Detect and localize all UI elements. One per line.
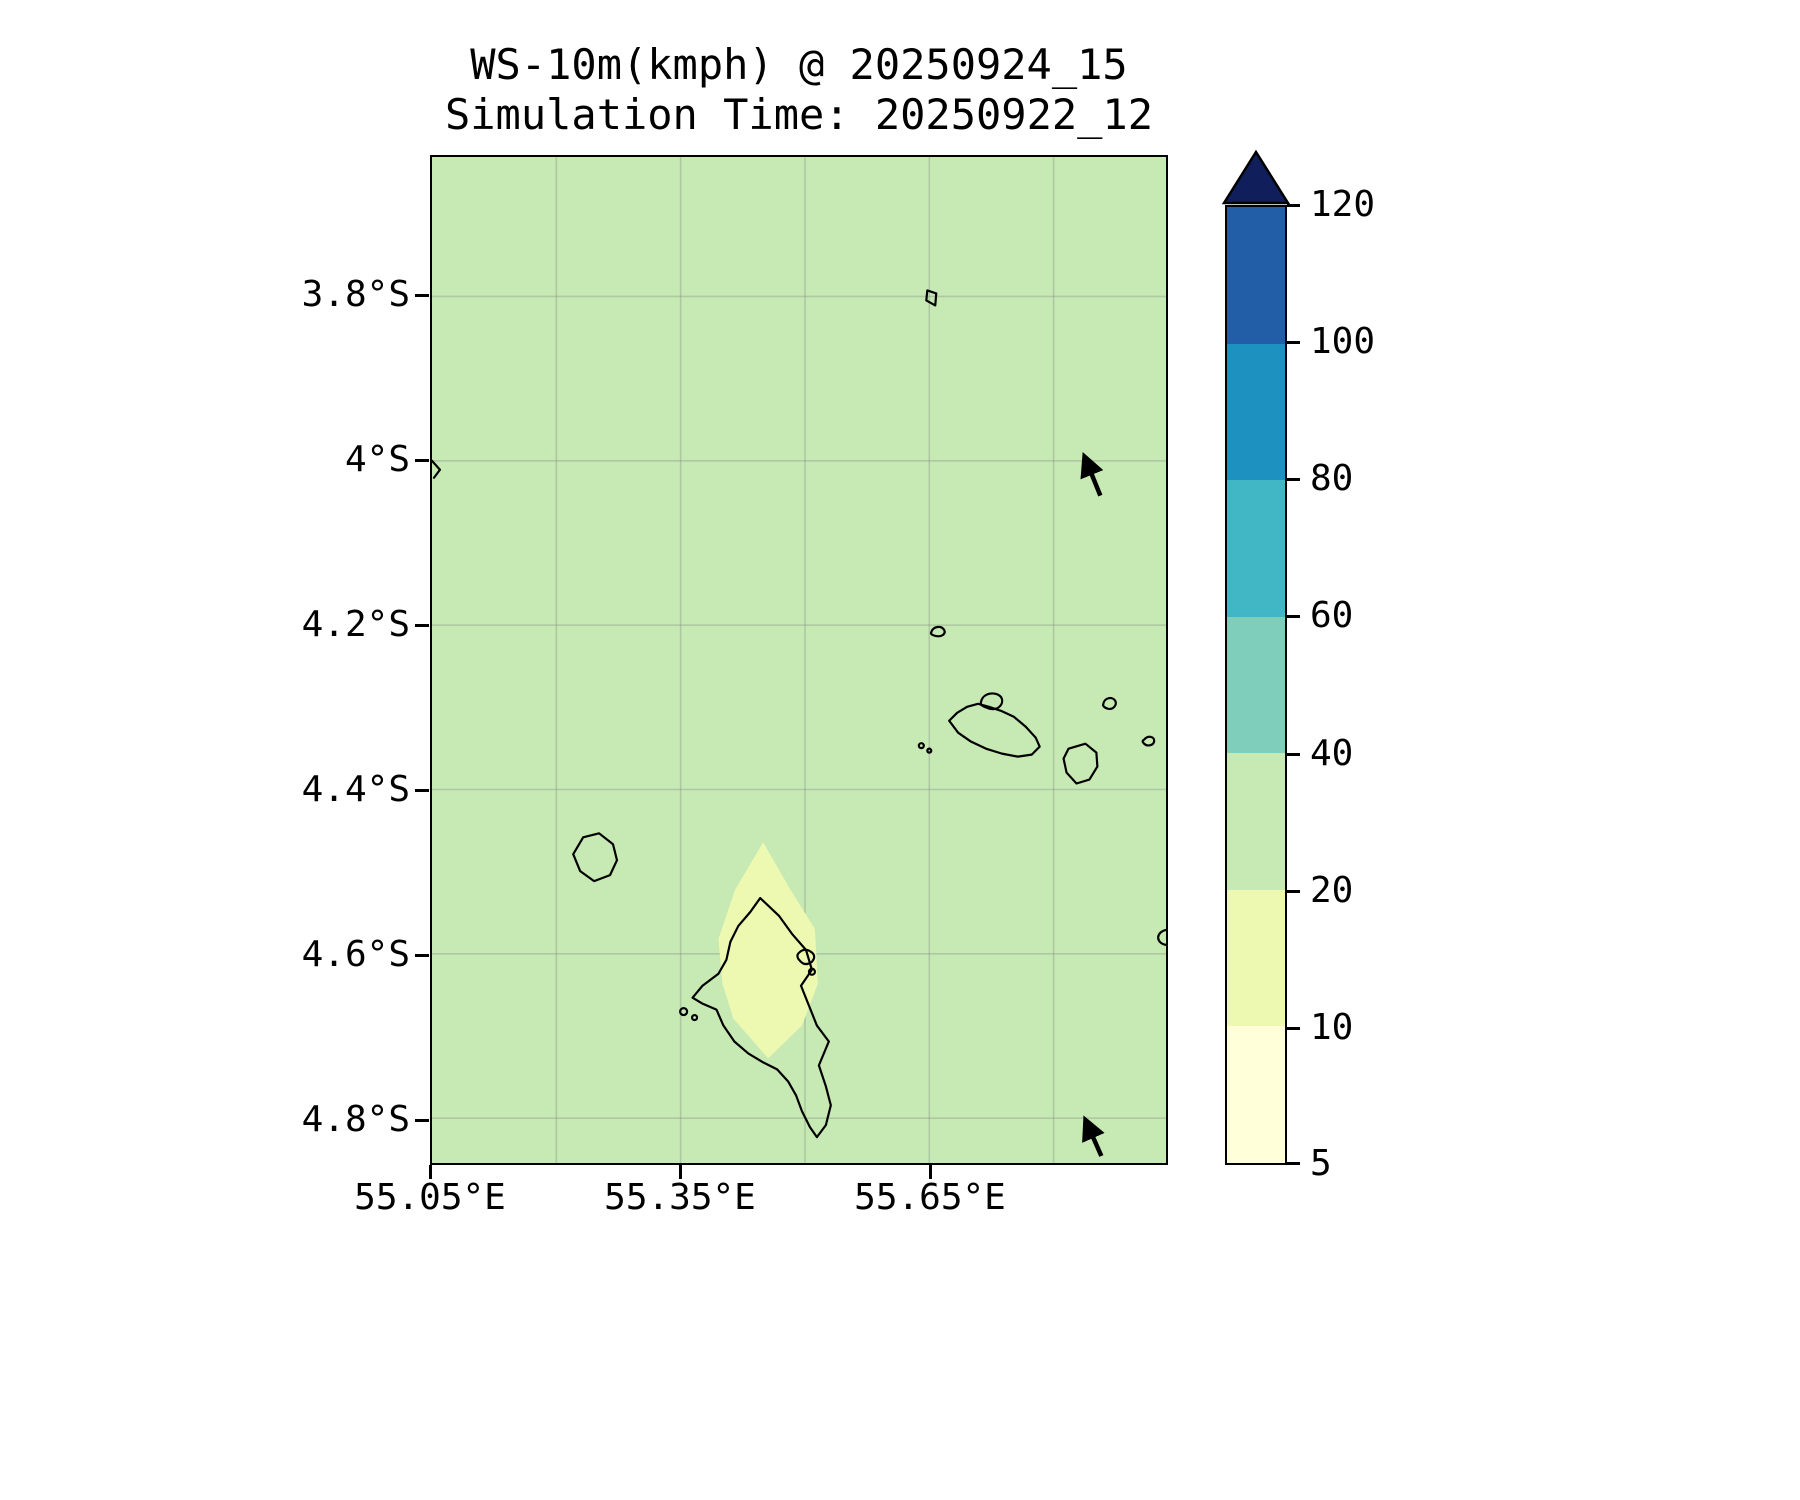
y-tick-label: 3.8°S — [301, 274, 410, 315]
coastline-curieuse — [979, 692, 1004, 711]
colorbar-segment — [1227, 753, 1285, 890]
colorbar-segment — [1227, 616, 1285, 754]
colorbar-tick-label: 80 — [1310, 458, 1354, 499]
y-tick-mark — [415, 1119, 429, 1122]
colorbar-tick-mark — [1287, 615, 1300, 618]
colorbar-tick-mark — [1287, 204, 1300, 207]
wind-arrows — [1080, 451, 1105, 1157]
colorbar-tick-label: 100 — [1310, 321, 1376, 362]
x-tick-mark — [429, 1165, 432, 1179]
y-tick-mark — [415, 954, 429, 957]
y-tick-mark — [415, 294, 429, 297]
y-tick-mark — [415, 624, 429, 627]
title-block: WS-10m(kmph) @ 20250924_15 Simulation Ti… — [430, 40, 1168, 140]
coastline-praslin — [948, 702, 1041, 758]
colorbar-segment — [1227, 480, 1285, 617]
colorbar — [1225, 205, 1287, 1165]
wind-arrow — [1082, 1115, 1105, 1157]
colorbar-tick-mark — [1287, 1027, 1300, 1030]
x-tick-mark — [929, 1165, 932, 1179]
colorbar-tick-label: 10 — [1310, 1007, 1354, 1048]
coastline-islet — [1141, 735, 1156, 747]
coastline-islet — [1102, 696, 1117, 711]
colorbar-tick-label: 40 — [1310, 733, 1354, 774]
coastlines — [432, 289, 1166, 1139]
coastline-islet — [917, 742, 925, 750]
y-tick-mark — [415, 789, 429, 792]
coastline-islet — [926, 747, 933, 754]
coastline-mahe — [691, 896, 832, 1139]
coastline-la-digue — [1062, 742, 1099, 785]
colorbar-segment — [1227, 343, 1285, 481]
colorbar-extend-triangle — [1222, 150, 1290, 205]
coastline-islet — [807, 967, 817, 976]
y-tick-mark — [415, 459, 429, 462]
x-tick-label: 55.35°E — [604, 1177, 756, 1218]
wind-arrow — [1080, 451, 1104, 497]
y-tick-label: 4.8°S — [301, 1099, 410, 1140]
plot-subtitle: Simulation Time: 20250922_12 — [444, 90, 1153, 139]
coastline-islet — [679, 1007, 689, 1017]
colorbar-segment — [1227, 207, 1285, 344]
coastline-islet — [929, 625, 946, 638]
colorbar-tick-mark — [1287, 478, 1300, 481]
plot-title: WS-10m(kmph) @ 20250924_15 — [470, 40, 1128, 89]
colorbar-tick-mark — [1287, 890, 1300, 893]
low-wind-contour-patch — [718, 842, 818, 1059]
colorbar-tick-mark — [1287, 341, 1300, 344]
y-tick-label: 4.6°S — [301, 934, 410, 975]
coastline-islet — [1157, 928, 1166, 946]
colorbar-tick-mark — [1287, 753, 1300, 756]
colorbar-segment — [1227, 1026, 1285, 1164]
coastline-fragment — [432, 459, 442, 479]
x-tick-label: 55.05°E — [354, 1177, 506, 1218]
colorbar-tick-label: 5 — [1310, 1143, 1332, 1184]
gridlines — [432, 157, 1166, 1163]
colorbar-tick-label: 120 — [1310, 184, 1376, 225]
coastline-denis — [925, 289, 938, 307]
y-tick-label: 4°S — [344, 439, 410, 480]
coastline-islet — [796, 948, 816, 966]
coastline-silhouette — [572, 832, 619, 883]
map-plot — [430, 155, 1168, 1165]
colorbar-tick-mark — [1287, 1162, 1300, 1165]
y-tick-label: 4.2°S — [301, 604, 410, 645]
coastline-islet — [690, 1013, 699, 1022]
colorbar-tick-label: 60 — [1310, 595, 1354, 636]
x-tick-label: 55.65°E — [854, 1177, 1006, 1218]
colorbar-segment — [1227, 889, 1285, 1027]
x-tick-mark — [679, 1165, 682, 1179]
y-tick-label: 4.4°S — [301, 769, 410, 810]
map-canvas — [432, 157, 1166, 1163]
colorbar-tick-label: 20 — [1310, 870, 1354, 911]
